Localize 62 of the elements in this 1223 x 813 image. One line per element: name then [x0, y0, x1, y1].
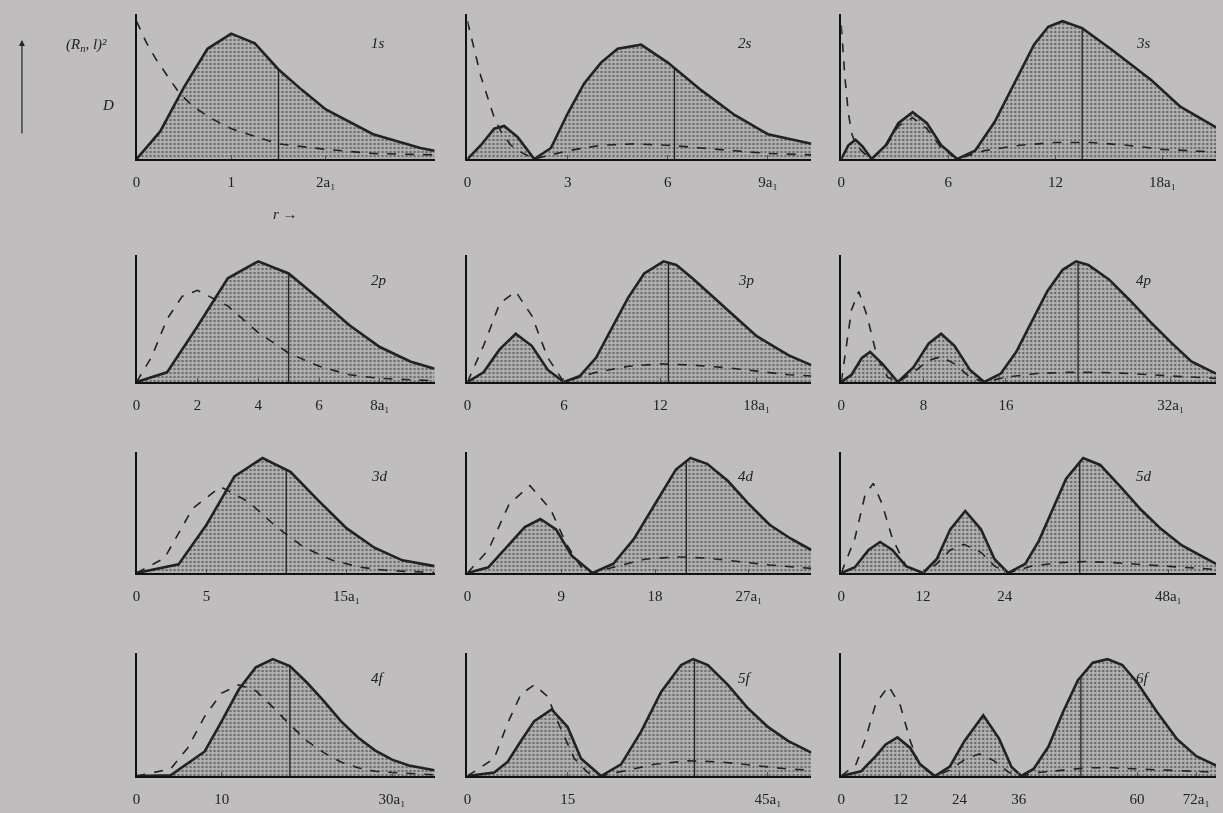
x-tick-label: 6	[315, 396, 324, 413]
x-tick-label: 0	[837, 173, 845, 190]
text: 6f	[1136, 670, 1150, 686]
x-tick-label: 2a₁	[316, 173, 336, 190]
x-tick-label: 0	[132, 790, 141, 807]
text: 2s	[738, 35, 752, 51]
x-tick-label: 24	[952, 790, 968, 807]
x-tick-label: 0	[463, 587, 472, 604]
x-axis-title: r →	[273, 206, 298, 222]
x-tick-label: 12	[652, 396, 668, 413]
text: 4f	[371, 670, 385, 686]
x-tick-label: 72a₁	[1182, 790, 1210, 807]
text: D	[102, 97, 114, 113]
x-tick-label: 15a₁	[332, 587, 360, 604]
x-tick-label: 9a₁	[758, 173, 778, 190]
x-tick-label: 8	[919, 396, 928, 413]
x-tick-label: 1	[227, 173, 235, 190]
x-tick-label: 18a₁	[1149, 173, 1176, 190]
x-tick-label: 0	[132, 587, 141, 604]
x-tick-label: 60	[1129, 790, 1145, 807]
x-tick-label: 12	[915, 587, 931, 604]
x-tick-label: 2	[193, 396, 202, 413]
x-tick-label: 6	[944, 173, 953, 190]
text: 1s	[371, 35, 385, 51]
x-tick-label: 32a₁	[1157, 396, 1185, 413]
text: 4p	[1136, 272, 1152, 288]
x-tick-label: 18a₁	[743, 396, 771, 413]
text: 5f	[738, 670, 752, 686]
x-tick-label: 0	[132, 396, 141, 413]
text: 5d	[1136, 468, 1152, 484]
x-tick-label: 24	[997, 587, 1013, 604]
x-tick-label: 5	[202, 587, 211, 604]
x-tick-label: 3	[563, 173, 572, 190]
x-tick-label: 0	[837, 790, 845, 807]
x-tick-label: 15	[560, 790, 576, 807]
x-tick-label: 48a₁	[1154, 587, 1182, 604]
x-tick-label: 0	[837, 396, 845, 413]
x-tick-label: 16	[998, 396, 1014, 413]
x-tick-label: 36	[1011, 790, 1027, 807]
x-tick-label: 0	[463, 173, 472, 190]
text: 3s	[1136, 35, 1151, 51]
x-tick-label: 0	[837, 587, 845, 604]
x-tick-label: 8a₁	[370, 396, 390, 413]
x-tick-label: 6	[560, 396, 569, 413]
x-tick-label: 12	[892, 790, 908, 807]
x-tick-label: 18	[647, 587, 663, 604]
x-tick-label: 4	[254, 396, 263, 413]
text: 2p	[371, 272, 387, 288]
text: 3p	[738, 272, 755, 288]
x-tick-label: 9	[557, 587, 566, 604]
text: 3d	[371, 468, 388, 484]
text: 4d	[738, 468, 754, 484]
x-tick-label: 0	[463, 396, 472, 413]
x-tick-label: 0	[463, 790, 472, 807]
x-tick-label: 0	[132, 173, 141, 190]
text: (R$_{n}$, l)²	[66, 36, 108, 55]
x-tick-label: 6	[664, 173, 673, 190]
x-tick-label: 10	[214, 790, 230, 807]
x-tick-label: 27a₁	[735, 587, 763, 604]
x-tick-label: 12	[1047, 173, 1063, 190]
x-tick-label: 45a₁	[754, 790, 782, 807]
x-tick-label: 30a₁	[378, 790, 406, 807]
